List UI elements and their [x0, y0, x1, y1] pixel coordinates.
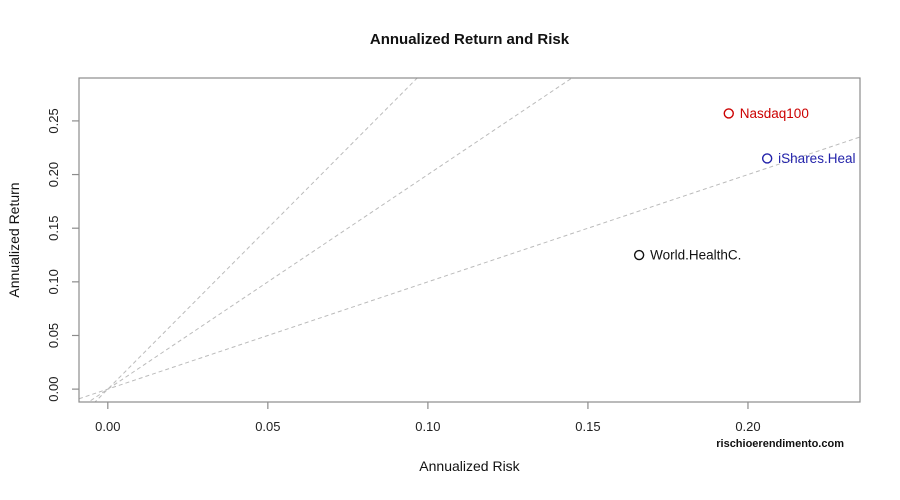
data-point-label: World.HealthC.	[650, 248, 741, 263]
y-tick-label: 0.20	[46, 162, 61, 187]
x-tick-label: 0.05	[255, 419, 280, 434]
plot-frame	[78, 77, 861, 403]
data-point-marker	[633, 249, 645, 261]
reference-line-slope-3	[94, 78, 418, 402]
y-axis-label: Annualized Return	[6, 182, 22, 298]
data-point-label: iShares.Heal	[778, 151, 855, 166]
x-tick-label: 0.00	[95, 419, 120, 434]
reference-line-slope-2	[87, 78, 573, 402]
data-point-marker	[723, 108, 734, 119]
chart-title: Annualized Return and Risk	[369, 31, 570, 48]
data-point-label: Nasdaq100	[740, 106, 809, 121]
reference-lines	[79, 78, 860, 402]
y-tick-label: 0.25	[46, 108, 61, 133]
y-tick-label: 0.00	[46, 376, 61, 401]
y-tick-label: 0.15	[46, 216, 61, 241]
watermark-text: rischioerendimento.com	[716, 438, 844, 450]
x-tick-label: 0.15	[575, 419, 600, 434]
y-tick-label: 0.05	[46, 323, 61, 348]
data-point-marker	[761, 153, 773, 164]
y-tick-label: 0.10	[46, 269, 61, 294]
x-axis-label: Annualized Risk	[419, 458, 520, 474]
x-tick-label: 0.10	[415, 419, 440, 434]
reference-line-slope-1	[79, 136, 860, 400]
x-tick-label: 0.20	[735, 419, 760, 434]
